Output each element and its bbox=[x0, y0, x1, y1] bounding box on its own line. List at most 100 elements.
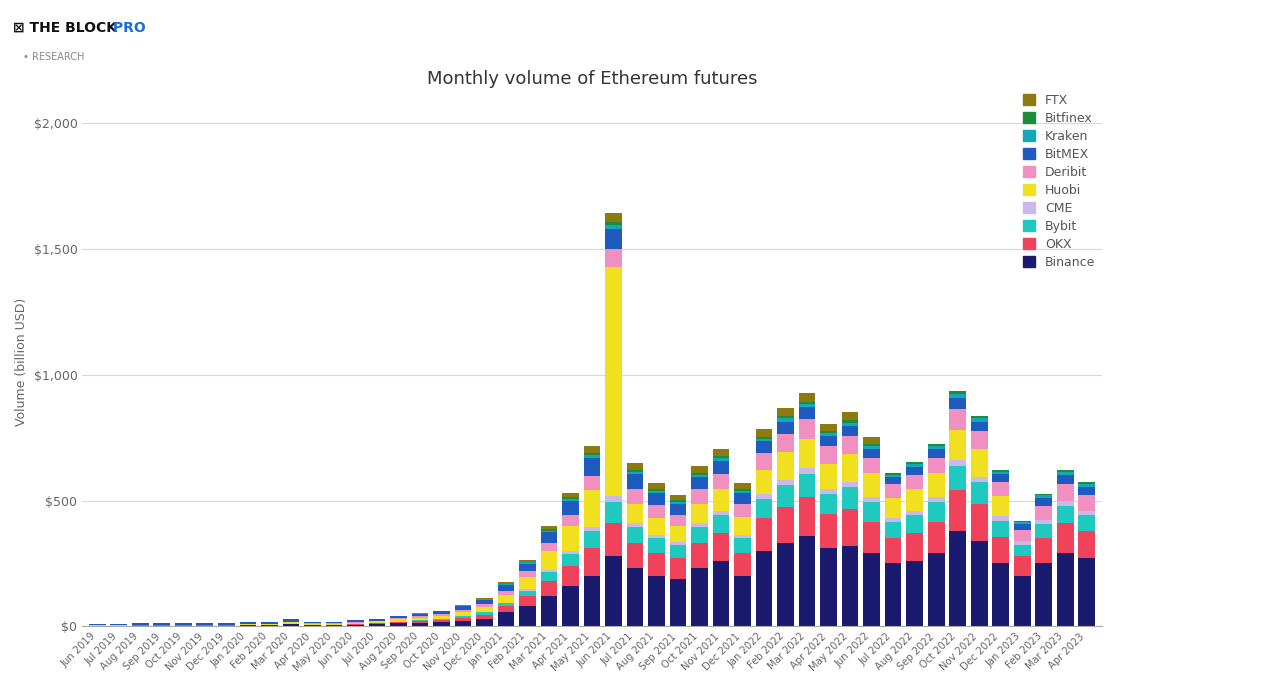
Bar bbox=[497, 590, 514, 594]
Bar bbox=[798, 536, 816, 626]
Bar bbox=[627, 474, 643, 489]
Bar bbox=[841, 420, 858, 422]
Bar bbox=[1036, 538, 1052, 563]
Bar bbox=[820, 424, 838, 431]
Bar bbox=[562, 497, 579, 499]
Bar bbox=[713, 458, 730, 461]
Bar bbox=[584, 491, 600, 527]
Bar bbox=[283, 619, 299, 621]
Bar bbox=[519, 577, 536, 590]
Bar bbox=[627, 470, 643, 471]
Bar bbox=[884, 477, 901, 484]
Bar bbox=[971, 422, 987, 431]
Bar bbox=[928, 444, 944, 446]
Bar bbox=[755, 437, 773, 439]
Bar bbox=[283, 624, 299, 626]
Bar bbox=[841, 426, 858, 436]
Bar bbox=[863, 458, 879, 473]
Bar bbox=[755, 499, 773, 518]
Bar bbox=[346, 625, 364, 626]
Bar bbox=[713, 533, 730, 561]
Bar bbox=[519, 563, 536, 571]
Bar bbox=[627, 523, 643, 527]
Bar bbox=[735, 517, 751, 535]
Bar bbox=[648, 576, 665, 626]
Bar bbox=[971, 477, 987, 482]
Bar bbox=[755, 429, 773, 437]
Bar bbox=[110, 623, 127, 625]
Bar bbox=[777, 453, 794, 480]
Bar bbox=[411, 623, 429, 626]
Bar bbox=[906, 475, 923, 489]
Bar bbox=[777, 480, 794, 484]
Bar bbox=[218, 623, 235, 625]
Bar bbox=[433, 611, 449, 614]
Bar bbox=[562, 554, 579, 566]
Bar bbox=[433, 620, 449, 622]
Bar bbox=[777, 418, 794, 422]
Bar bbox=[928, 446, 944, 449]
Bar bbox=[1057, 523, 1074, 553]
Bar bbox=[497, 582, 514, 583]
Bar bbox=[584, 476, 600, 491]
Legend: FTX, Bitfinex, Kraken, BitMEX, Deribit, Huobi, CME, Bybit, OKX, Binance: FTX, Bitfinex, Kraken, BitMEX, Deribit, … bbox=[1023, 94, 1095, 268]
Bar bbox=[735, 535, 751, 538]
Bar bbox=[454, 606, 471, 610]
Bar bbox=[992, 563, 1009, 626]
Bar bbox=[971, 418, 987, 422]
Bar bbox=[519, 596, 536, 606]
Bar bbox=[605, 267, 622, 496]
Bar bbox=[1014, 576, 1030, 626]
Bar bbox=[820, 494, 838, 515]
Bar bbox=[884, 538, 901, 563]
Bar bbox=[692, 527, 708, 544]
Bar bbox=[154, 623, 170, 625]
Bar bbox=[519, 559, 536, 561]
Bar bbox=[240, 625, 256, 626]
Bar bbox=[906, 489, 923, 510]
Bar bbox=[497, 603, 514, 606]
Bar bbox=[154, 625, 170, 626]
Bar bbox=[368, 623, 386, 624]
Bar bbox=[755, 442, 773, 453]
Bar bbox=[433, 616, 449, 619]
Bar bbox=[777, 507, 794, 544]
Bar bbox=[648, 538, 665, 553]
Bar bbox=[605, 228, 622, 249]
Bar bbox=[713, 510, 730, 515]
Bar bbox=[476, 599, 492, 600]
Bar bbox=[562, 526, 579, 551]
Bar bbox=[692, 473, 708, 475]
Bar bbox=[541, 530, 557, 533]
Bar bbox=[692, 477, 708, 489]
Bar bbox=[1079, 484, 1095, 486]
Bar bbox=[562, 586, 579, 626]
Text: • RESEARCH: • RESEARCH bbox=[23, 52, 84, 62]
Bar bbox=[562, 515, 579, 526]
Bar bbox=[928, 502, 944, 522]
Bar bbox=[863, 447, 879, 449]
Bar bbox=[584, 527, 600, 531]
Bar bbox=[670, 526, 687, 541]
Bar bbox=[648, 518, 665, 535]
Bar bbox=[541, 572, 557, 581]
Bar bbox=[1014, 522, 1030, 524]
Bar bbox=[497, 585, 514, 590]
Bar bbox=[820, 436, 838, 447]
Bar bbox=[648, 493, 665, 505]
Bar bbox=[820, 447, 838, 464]
Bar bbox=[1036, 494, 1052, 495]
Bar bbox=[884, 522, 901, 538]
Bar bbox=[1079, 559, 1095, 626]
Bar bbox=[497, 612, 514, 626]
Bar bbox=[584, 453, 600, 455]
Bar bbox=[605, 556, 622, 626]
Bar bbox=[1014, 556, 1030, 576]
Bar bbox=[648, 535, 665, 538]
Bar bbox=[949, 466, 966, 491]
Bar bbox=[755, 471, 773, 494]
Bar bbox=[1079, 482, 1095, 484]
Bar bbox=[949, 491, 966, 530]
Bar bbox=[305, 623, 321, 625]
Bar bbox=[713, 561, 730, 626]
